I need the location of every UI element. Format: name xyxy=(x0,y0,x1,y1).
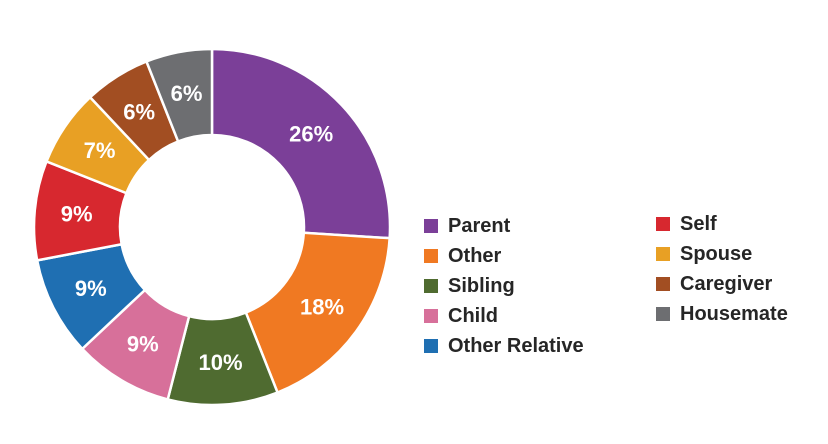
legend-label-self: Self xyxy=(680,212,717,235)
legend-label-housemate: Housemate xyxy=(680,302,788,325)
slice-label-spouse: 7% xyxy=(84,138,116,163)
legend-swatch-sibling xyxy=(424,279,438,293)
slice-label-other-relative: 9% xyxy=(75,276,107,301)
slice-other xyxy=(244,231,391,395)
legend-swatch-other-relative xyxy=(424,339,438,353)
legend-label-sibling: Sibling xyxy=(448,274,515,297)
legend-swatch-parent xyxy=(424,219,438,233)
legend-item-sibling: Sibling xyxy=(424,271,584,301)
legend-item-self: Self xyxy=(656,209,788,239)
legend-swatch-housemate xyxy=(656,307,670,321)
legend-item-other-relative: Other Relative xyxy=(424,331,584,361)
legend-label-child: Child xyxy=(448,304,498,327)
legend-swatch-child xyxy=(424,309,438,323)
donut-slices xyxy=(32,47,392,407)
slice-label-parent: 26% xyxy=(289,121,333,146)
legend-label-other: Other xyxy=(448,244,502,267)
legend-label-caregiver: Caregiver xyxy=(680,272,773,295)
slice-label-sibling: 10% xyxy=(199,350,243,375)
legend-item-housemate: Housemate xyxy=(656,299,788,329)
legend-item-caregiver: Caregiver xyxy=(656,269,788,299)
slice-label-child: 9% xyxy=(127,332,159,357)
slice-parent xyxy=(210,47,392,240)
legend-column-1: Parent Other Sibling Child Other Relative xyxy=(424,211,584,361)
donut-chart: 26% 18% 10% 9% 9% 9% 7% 6% 6% xyxy=(32,47,392,407)
slice-housemate xyxy=(144,47,214,144)
legend-item-spouse: Spouse xyxy=(656,239,788,269)
legend-label-parent: Parent xyxy=(448,214,511,237)
legend-swatch-self xyxy=(656,217,670,231)
slice-label-other: 18% xyxy=(300,294,344,319)
legend-label-spouse: Spouse xyxy=(680,242,753,265)
legend-item-other: Other xyxy=(424,241,584,271)
legend-swatch-caregiver xyxy=(656,277,670,291)
slice-labels: 26% 18% 10% 9% 9% 9% 7% 6% 6% xyxy=(61,81,344,375)
legend-column-2: Self Spouse Caregiver Housemate xyxy=(656,209,788,329)
legend-swatch-other xyxy=(424,249,438,263)
legend-label-other-relative: Other Relative xyxy=(448,334,584,357)
legend-swatch-spouse xyxy=(656,247,670,261)
legend-item-child: Child xyxy=(424,301,584,331)
slice-label-caregiver: 6% xyxy=(123,100,155,125)
slice-label-self: 9% xyxy=(61,202,93,227)
legend-item-parent: Parent xyxy=(424,211,584,241)
slice-label-housemate: 6% xyxy=(171,81,203,106)
